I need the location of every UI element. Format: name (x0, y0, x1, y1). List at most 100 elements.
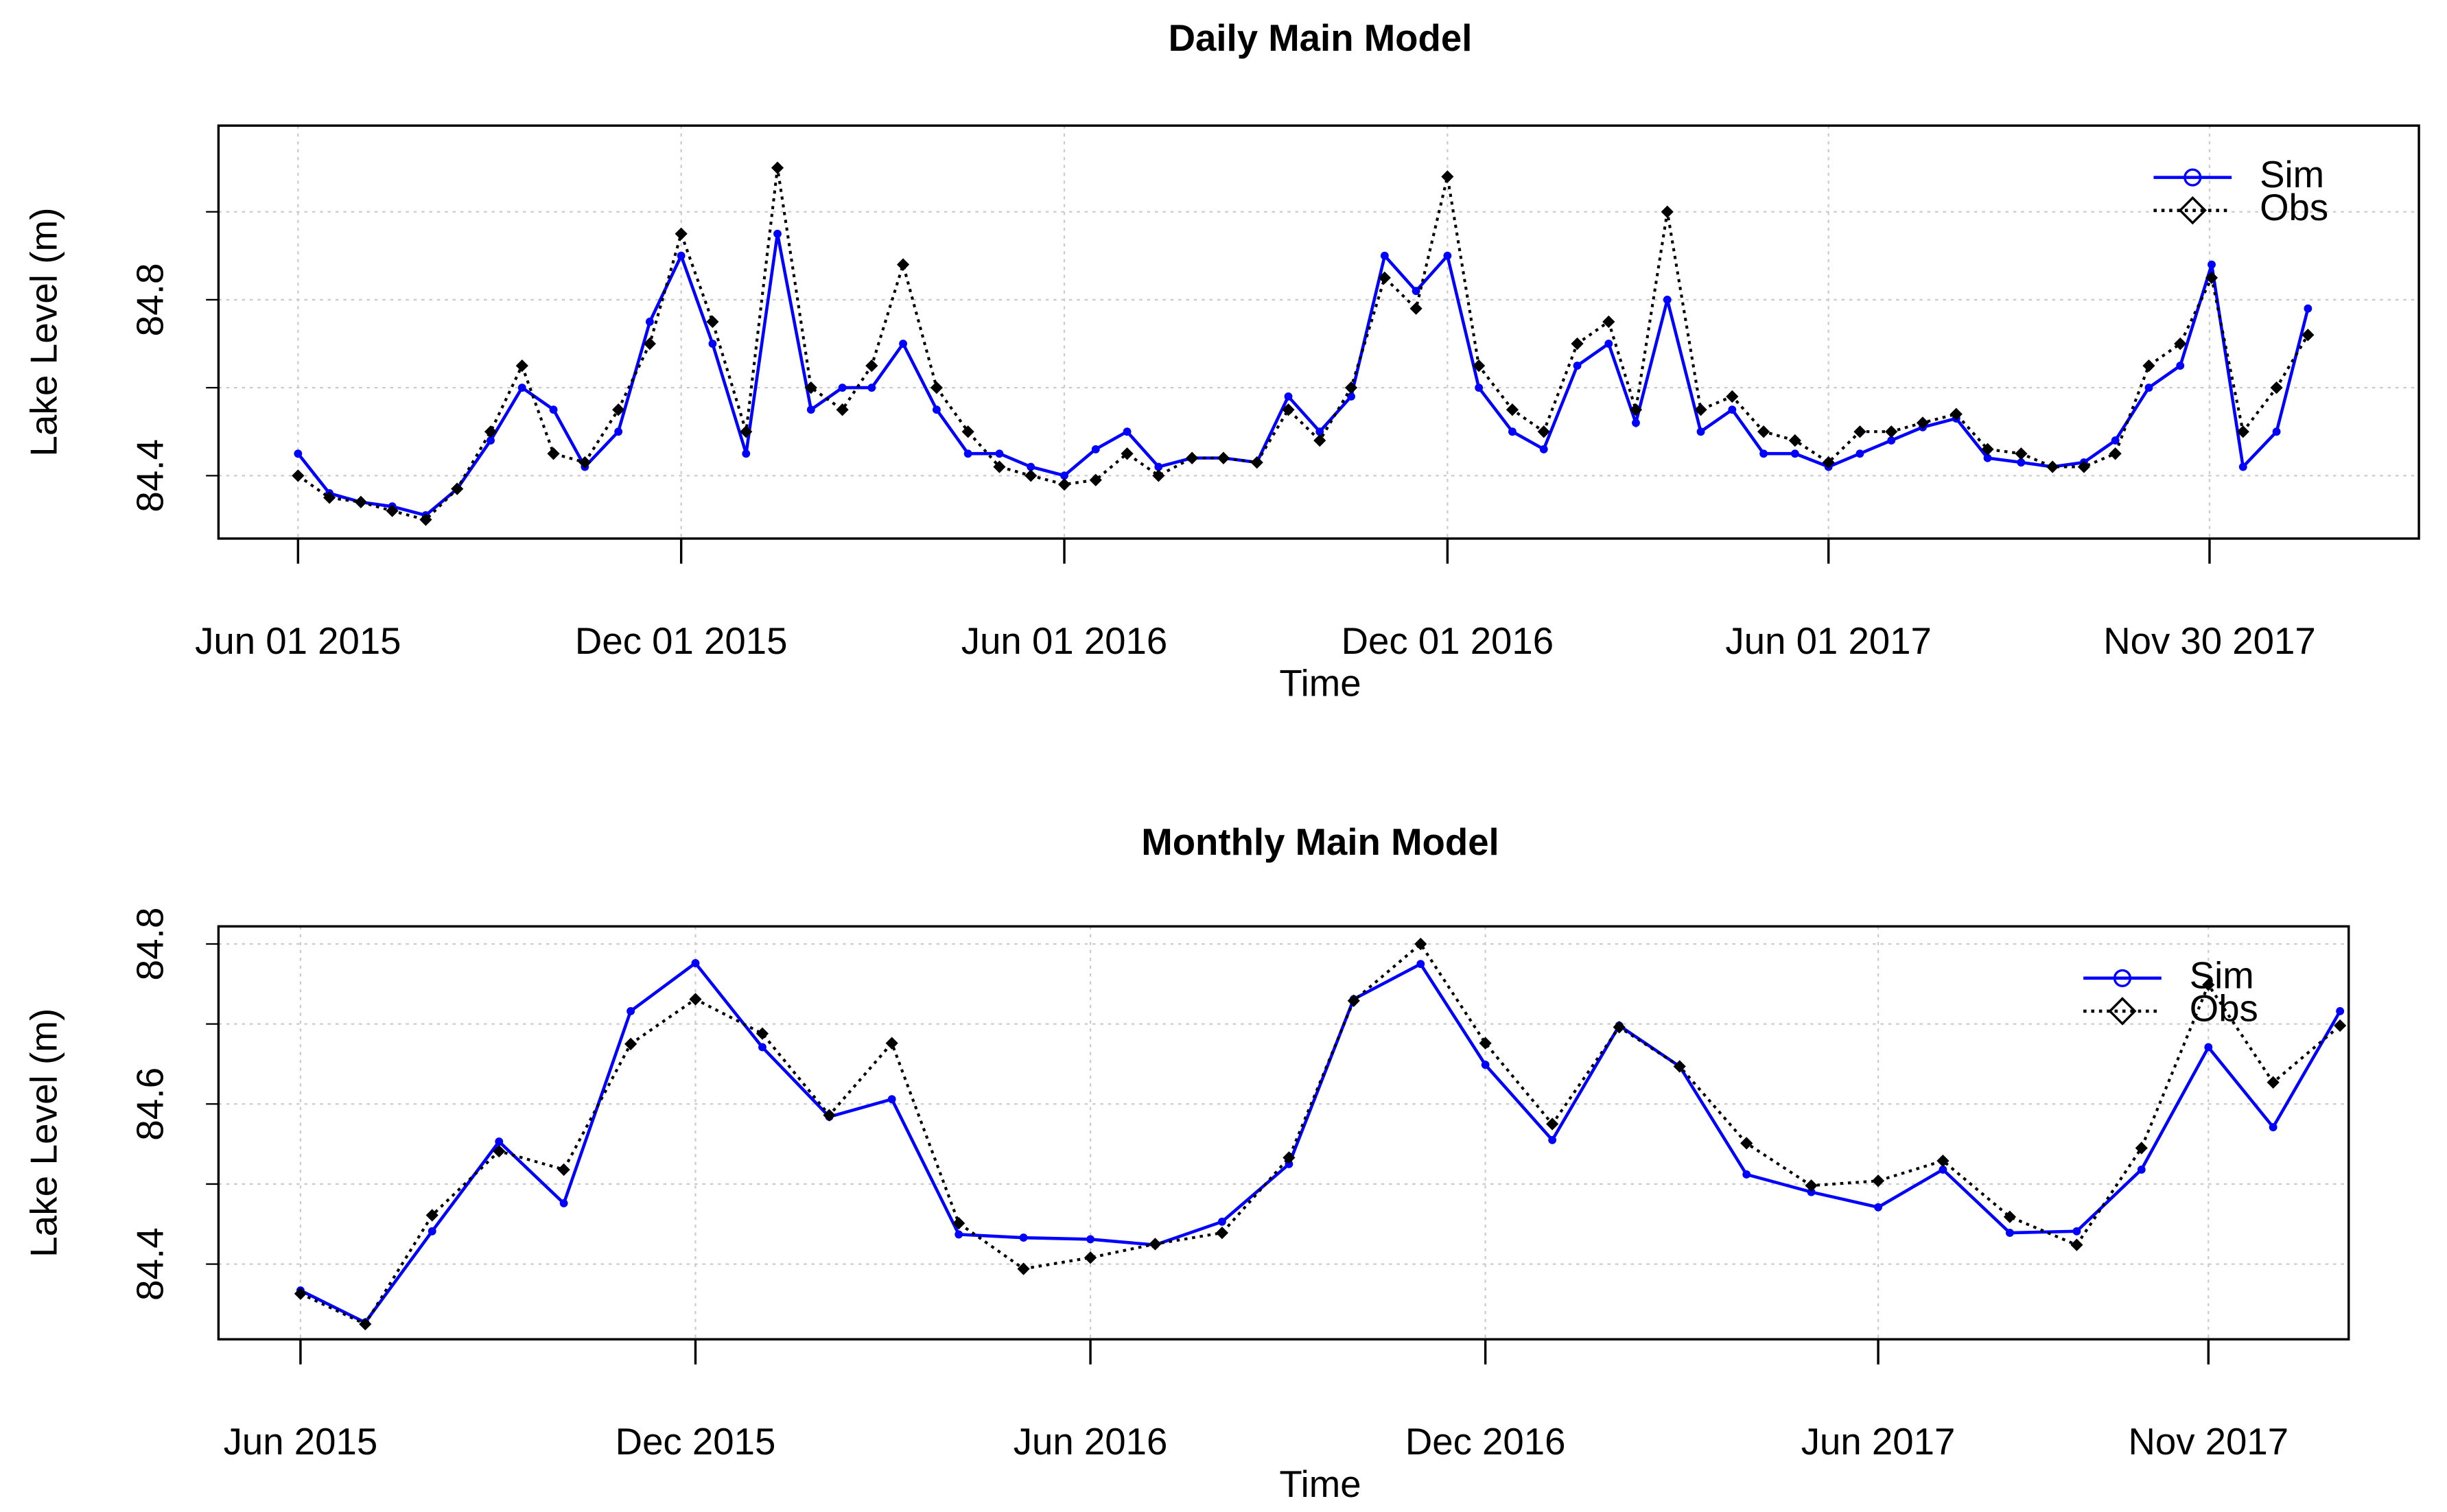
data-point (1673, 1060, 1686, 1073)
data-point (823, 1109, 836, 1122)
data-point (2006, 1229, 2014, 1238)
data-point (955, 1230, 963, 1239)
legend-marker (2178, 196, 2207, 225)
data-point (1057, 478, 1071, 491)
x-tick-label: Jun 01 2015 (195, 619, 401, 662)
data-point (1217, 451, 1230, 464)
plot-frame (217, 925, 2350, 1340)
data-point (1086, 1235, 1094, 1244)
data-point (2270, 381, 2283, 394)
x-tick-label: Dec 01 2015 (575, 619, 787, 662)
data-point (1805, 1179, 1818, 1192)
data-point (1218, 1217, 1226, 1226)
data-point (2142, 359, 2155, 373)
data-point (559, 1198, 568, 1207)
data-point (517, 383, 526, 392)
data-point (932, 405, 941, 414)
data-point (1475, 383, 1484, 392)
data-point (1508, 427, 1517, 436)
data-point (1613, 1021, 1626, 1034)
data-point (1443, 251, 1452, 260)
data-point (2017, 458, 2026, 467)
y-tick-label: 84.4 (128, 439, 171, 512)
data-point (675, 227, 688, 240)
data-point (930, 381, 944, 394)
data-point (487, 436, 495, 445)
data-point (1853, 425, 1866, 438)
x-axis-label: Time (1279, 1463, 1361, 1505)
series-line (296, 233, 2310, 517)
data-point (1089, 473, 1102, 486)
data-point (2208, 260, 2216, 269)
y-tick-label: 84.4 (128, 1227, 171, 1301)
data-point (2144, 383, 2153, 392)
data-point (758, 1043, 766, 1052)
data-point (2137, 1165, 2146, 1174)
data-point (2236, 425, 2249, 438)
data-point (1790, 449, 1799, 458)
data-point (1283, 1151, 1296, 1164)
data-point (614, 427, 623, 436)
data-point (2015, 447, 2028, 460)
data-point (1855, 449, 1864, 458)
data-point (1347, 392, 1355, 401)
data-point (887, 1095, 896, 1104)
data-point (689, 993, 702, 1006)
x-axis-label: Time (1279, 662, 1361, 705)
x-tick-label: Jun 2017 (1801, 1420, 1956, 1463)
data-point (771, 161, 784, 174)
data-point (885, 1037, 898, 1050)
data-point (484, 425, 497, 438)
data-point (493, 1144, 506, 1158)
legend-label: Sim (2190, 954, 2254, 996)
data-point (896, 258, 910, 271)
x-tick-label: Jun 2015 (224, 1420, 378, 1463)
data-point (1027, 462, 1035, 471)
data-point (993, 460, 1006, 473)
data-point (1479, 1037, 1492, 1050)
x-tick-label: Dec 2015 (616, 1420, 776, 1463)
data-point (963, 449, 972, 458)
y-axis-label: Lake Level (m) (23, 207, 65, 456)
data-point (836, 403, 849, 416)
data-point (756, 1027, 769, 1040)
chart-title: Daily Main Model (1169, 16, 1473, 59)
data-point (1250, 456, 1263, 469)
data-point (515, 359, 528, 373)
data-point (2109, 447, 2122, 460)
data-point (1284, 392, 1293, 401)
data-point (773, 229, 782, 238)
data-point (624, 1037, 637, 1050)
data-point (899, 340, 908, 348)
data-point (1123, 427, 1132, 436)
legend-label: Obs (2190, 987, 2258, 1029)
y-tick-label: 84.8 (128, 908, 171, 981)
legend-marker (2113, 969, 2132, 988)
data-point (425, 1209, 438, 1222)
data-point (2238, 462, 2247, 471)
data-point (1344, 381, 1358, 394)
data-point (1539, 445, 1548, 453)
data-point (2070, 1238, 2083, 1251)
data-point (1414, 937, 1427, 951)
data-point (708, 340, 717, 348)
data-point (1416, 960, 1425, 969)
data-point (1084, 1251, 1097, 1264)
data-point (1694, 403, 1707, 416)
data-point (1025, 469, 1038, 482)
data-point (961, 425, 974, 438)
data-point (867, 383, 876, 392)
x-tick-label: Dec 2016 (1405, 1420, 1566, 1463)
data-point (549, 405, 558, 414)
data-point (547, 447, 560, 460)
data-point (612, 403, 625, 416)
series-line (297, 167, 2310, 521)
plot: 84.4 84.8 Jun 01 2015 Dec 01 2015 Jun 01 201… (128, 124, 2420, 662)
data-point (1152, 469, 1165, 482)
data-point (2204, 1043, 2213, 1052)
data-point (1412, 287, 1420, 296)
data-point (806, 405, 815, 414)
x-tick-label: Nov 2017 (2128, 1420, 2288, 1463)
data-point (1282, 403, 1295, 416)
data-point (386, 504, 399, 517)
